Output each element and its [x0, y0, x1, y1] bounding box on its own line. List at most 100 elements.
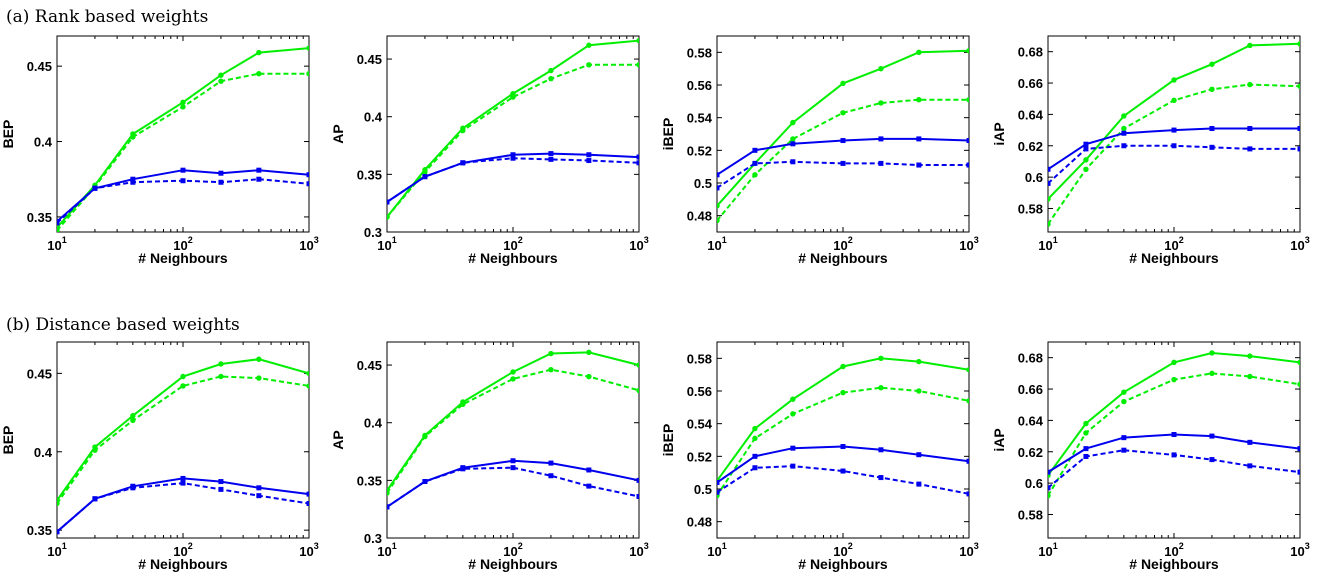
- data-point: [840, 80, 846, 87]
- data-point: [878, 65, 884, 72]
- data-point: [636, 37, 639, 44]
- data-point: [1171, 143, 1177, 149]
- x-tick-label: 101: [707, 541, 726, 559]
- data-point: [256, 49, 262, 56]
- y-tick-label: 0.4: [364, 110, 383, 125]
- data-point: [57, 220, 60, 226]
- data-point: [840, 138, 846, 144]
- series-line-3: [1048, 144, 1300, 185]
- series-group: [387, 37, 639, 220]
- data-point: [130, 179, 136, 185]
- data-point: [717, 172, 720, 178]
- data-point: [1048, 485, 1051, 491]
- plot-frame: [1047, 341, 1301, 539]
- data-point: [916, 136, 922, 142]
- data-point: [306, 370, 309, 377]
- x-tick-label: 101: [707, 235, 726, 253]
- series-line-1: [57, 72, 309, 232]
- data-point: [1297, 146, 1300, 152]
- data-point: [256, 485, 262, 491]
- data-point: [1247, 81, 1253, 88]
- data-point: [1297, 381, 1300, 388]
- y-tick-label: 0.3: [364, 225, 382, 240]
- y-tick-label: 0.58: [1018, 201, 1043, 216]
- y-tick-label: 0.56: [687, 78, 712, 93]
- data-point: [130, 176, 136, 182]
- data-point: [218, 479, 224, 485]
- data-point: [752, 172, 758, 178]
- data-point: [790, 411, 796, 417]
- data-point: [840, 110, 846, 116]
- data-point: [218, 486, 224, 492]
- data-point: [966, 458, 969, 464]
- y-tick-label: 0.58: [687, 45, 712, 60]
- data-point: [1121, 435, 1127, 441]
- x-tick-base: 10: [47, 544, 61, 559]
- data-point: [422, 174, 428, 180]
- x-tick-label: 102: [1164, 235, 1183, 253]
- data-point: [510, 369, 516, 375]
- x-tick-base: 10: [173, 544, 187, 559]
- series-line-0: [57, 47, 309, 229]
- data-point: [636, 493, 639, 499]
- data-point: [916, 388, 922, 394]
- x-tick-base: 10: [1038, 238, 1052, 253]
- y-axis-label: iAP: [991, 122, 1007, 145]
- x-tick-label: 101: [47, 235, 66, 253]
- data-point: [878, 355, 884, 362]
- data-point: [1083, 141, 1089, 147]
- x-tick-exponent: 2: [1179, 235, 1184, 245]
- data-point: [1209, 144, 1215, 150]
- data-point: [218, 72, 224, 78]
- data-point: [218, 373, 224, 380]
- x-tick-label: 101: [1038, 235, 1057, 253]
- plot-frame: [56, 35, 310, 233]
- x-tick-base: 10: [299, 238, 313, 253]
- x-tick-base: 10: [833, 238, 847, 253]
- data-point: [510, 376, 516, 382]
- data-point: [1297, 359, 1300, 366]
- data-point: [586, 349, 592, 356]
- data-point: [586, 467, 592, 473]
- data-point: [130, 412, 136, 419]
- data-point: [57, 227, 60, 232]
- x-tick-base: 10: [1038, 544, 1052, 559]
- data-point: [840, 389, 846, 396]
- x-tick-label: 102: [833, 541, 852, 559]
- y-tick-label: 0.45: [27, 59, 52, 74]
- data-point: [306, 70, 309, 77]
- x-tick-base: 10: [503, 544, 517, 559]
- data-point: [180, 99, 186, 106]
- data-point: [1297, 41, 1300, 47]
- y-tick-label: 0.64: [1018, 107, 1044, 122]
- y-tick-label: 0.62: [1018, 139, 1043, 154]
- data-point: [1209, 86, 1215, 93]
- data-point: [1083, 430, 1089, 436]
- data-point: [966, 48, 969, 54]
- data-point: [916, 358, 922, 365]
- data-point: [1247, 146, 1253, 152]
- data-point: [130, 485, 136, 491]
- data-point: [510, 465, 516, 471]
- x-tick-exponent: 1: [722, 541, 727, 551]
- data-point: [256, 176, 262, 182]
- data-point: [387, 214, 390, 220]
- data-point: [1048, 180, 1051, 186]
- data-point: [548, 350, 554, 357]
- x-tick-label: 103: [299, 541, 318, 559]
- data-point: [510, 155, 516, 161]
- y-axis-label: iAP: [991, 428, 1007, 451]
- data-point: [966, 138, 969, 144]
- y-tick-label: 0.5: [694, 482, 712, 497]
- data-point: [548, 366, 554, 373]
- data-point: [717, 217, 720, 224]
- x-axis-label: # Neighbours: [138, 556, 228, 572]
- data-point: [916, 162, 922, 168]
- data-point: [790, 463, 796, 469]
- y-tick-label: 0.66: [1018, 76, 1043, 91]
- data-point: [840, 468, 846, 474]
- data-point: [1121, 143, 1127, 149]
